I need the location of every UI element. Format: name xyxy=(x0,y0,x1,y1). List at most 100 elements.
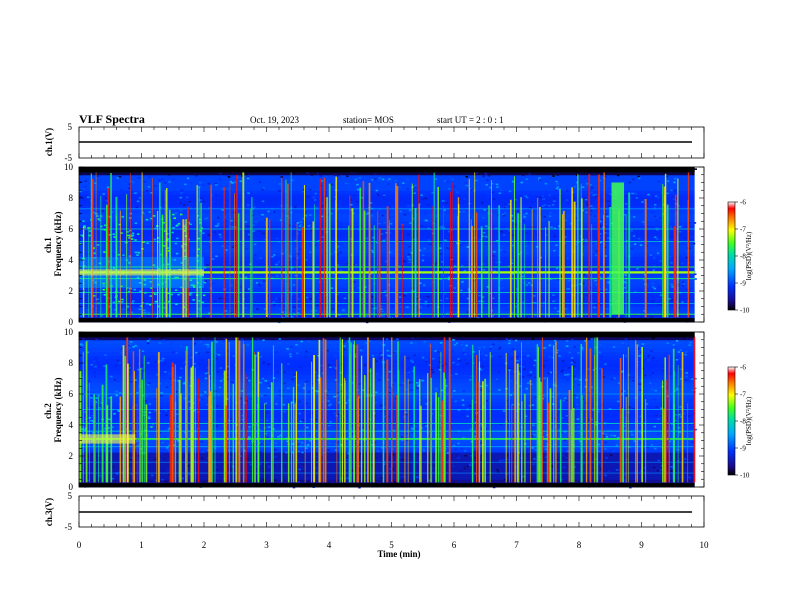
ch1-spectrogram-speckle xyxy=(666,192,669,195)
ch1-spectrogram-speckle xyxy=(369,211,372,213)
ch2-spectrogram-speckle xyxy=(613,377,616,380)
ch2-spectrogram-speckle xyxy=(623,407,627,410)
ch1-spectrogram-ytick-label: 4 xyxy=(69,255,74,265)
ch1-spectrogram-speckle xyxy=(350,171,353,174)
ch2-spectrogram-speckle xyxy=(438,357,442,359)
ch2-spectrogram-speckle xyxy=(463,353,467,355)
ch1-spectrogram-speckle xyxy=(503,207,507,209)
ch2-spectrogram-speckle xyxy=(118,362,122,364)
ch2-spectrogram-speckle xyxy=(206,351,209,354)
ch1-spectrogram-speckle xyxy=(215,255,218,258)
ch2-spectrogram-speckle xyxy=(120,352,123,354)
ch1-spectrogram-speckle xyxy=(504,200,507,202)
ch1-spectrogram-speckle xyxy=(127,234,130,237)
ch1-spectrogram-speckle xyxy=(557,254,561,256)
ch1-spectrogram-ytick-label: 10 xyxy=(64,162,74,172)
ch2-spectrogram-speckle xyxy=(340,390,343,392)
ch2-spectrogram-speckle xyxy=(297,396,300,398)
ch2-spectrogram-speckle xyxy=(604,441,608,444)
ch2-spectrogram-speckle xyxy=(380,446,384,449)
ch1-spectrogram-speckle xyxy=(383,194,386,197)
ch2-spectrogram-speckle xyxy=(406,370,409,372)
ch2-spectrogram-speckle xyxy=(296,352,299,355)
ch1-spectrogram-speckle xyxy=(439,241,443,244)
ch2-spectrogram-speckle xyxy=(497,336,501,339)
ch1-spectrogram-speckle xyxy=(88,230,92,232)
ch2-spectrogram-speckle xyxy=(301,419,304,422)
ch2-spectrogram-speckle xyxy=(512,472,515,475)
ch1-spectrogram-speckle xyxy=(482,216,485,219)
ch2-spectrogram-speckle xyxy=(175,352,179,354)
ch1-spectrogram-speckle xyxy=(309,214,312,216)
ch1-spectrogram-speckle xyxy=(189,279,193,282)
ch1-spectrogram-speckle xyxy=(500,230,503,233)
x-axis-tick-labels: 0 1 2 3 4 5 6 7 8 9 10 xyxy=(77,540,709,550)
ch2-spectrogram-speckle xyxy=(548,344,552,347)
ch2-spectrogram-speckle xyxy=(119,449,123,452)
ch2-spectrogram-speckle xyxy=(411,431,415,433)
ch1-spectrogram-speckle xyxy=(263,308,267,310)
ch2-spectrogram-speckle xyxy=(446,452,449,454)
ch1-spectrogram-speckle xyxy=(298,229,301,231)
ch1-spectrogram-speckle xyxy=(201,274,204,277)
ch2-spectrogram-speckle xyxy=(549,371,553,374)
ch1-spectrogram-speckle xyxy=(555,219,559,222)
ch2-spectrogram-speckle xyxy=(608,429,611,432)
ch2-spectrogram-speckle xyxy=(511,403,514,406)
ch1-spectrogram-speckle xyxy=(569,227,573,229)
ch1-spectrogram-speckle xyxy=(251,214,255,217)
ch1-spectrogram-speckle xyxy=(281,269,285,272)
ch1-spectrogram-speckle xyxy=(531,237,534,240)
ch1-spectrogram-speckle xyxy=(357,287,361,289)
ch2-spectrogram-speckle xyxy=(99,404,103,406)
ch1-spectrogram-speckle xyxy=(244,289,248,292)
ch2-spectrogram-speckle xyxy=(498,355,502,358)
ch1-spectrogram-speckle xyxy=(556,310,560,313)
ch2-spectrogram-speckle xyxy=(257,339,260,341)
ch1-spectrogram-speckle xyxy=(443,209,446,212)
ch1-spectrogram-speckle xyxy=(202,200,206,203)
ch2-spectrogram-speckle xyxy=(311,448,314,451)
ch1-spectrogram-speckle xyxy=(520,181,524,184)
ch1-spectrogram-speckle xyxy=(690,299,693,301)
ch2-spectrogram-speckle xyxy=(113,379,117,381)
ch1-spectrogram-speckle xyxy=(628,181,632,184)
ch1-spectrogram-speckle xyxy=(359,273,363,275)
ch2-spectrogram-speckle xyxy=(183,455,187,457)
ch1-spectrogram-speckle xyxy=(556,261,560,263)
ch1-spectrogram-speckle xyxy=(262,280,266,282)
ch1-spectrogram-speckle xyxy=(660,304,664,306)
ch1-spectrogram-speckle xyxy=(158,179,161,182)
ch2-spectrogram-speckle xyxy=(245,376,249,379)
ch2-spectrogram-speckle xyxy=(132,346,135,348)
ch2-spectrogram-speckle xyxy=(233,478,237,480)
ch1-spectrogram-speckle xyxy=(491,315,494,317)
ch1-waveform-ytick-bottom: -5 xyxy=(65,153,73,163)
ch2-spectrogram-speckle xyxy=(358,465,361,467)
ch1-spectrogram-speckle xyxy=(516,210,520,212)
ch2-spectrogram-speckle xyxy=(682,450,686,452)
ch2-spectrogram-speckle xyxy=(401,439,404,442)
ch2-spectrogram-speckle xyxy=(558,355,561,357)
ch1-spectrogram-speckle xyxy=(288,254,292,257)
ch1-spectrogram-speckle xyxy=(681,281,685,283)
ch2-spectrogram-speckle xyxy=(676,366,679,368)
ch1-spectrogram-speckle xyxy=(646,280,649,283)
ch1-spectrogram-speckle xyxy=(622,281,626,283)
ch1-spectrogram-speckle xyxy=(635,197,639,199)
ch2-spectrogram-speckle xyxy=(81,361,85,364)
ch1-spectrogram-speckle xyxy=(309,303,313,306)
ch1-spectrogram-speckle xyxy=(508,315,512,318)
ch1-spectrogram-speckle xyxy=(667,226,671,229)
ch2-spectrogram-speckle xyxy=(438,432,441,434)
ch2-spectrogram-speckle xyxy=(522,475,525,478)
ch1-spectrogram-speckle xyxy=(381,178,385,181)
ch2-spectrogram-speckle xyxy=(90,419,93,422)
ch1-spectrogram-speckle xyxy=(330,183,334,186)
ch1-spectrogram-speckle xyxy=(554,188,558,191)
ch1-spectrogram-speckle xyxy=(585,201,589,204)
ch2-spectrogram-speckle xyxy=(161,357,165,360)
ch1-spectrogram-speckle xyxy=(391,253,394,255)
ch1-spectrogram-speckle xyxy=(440,260,444,263)
ch2-spectrogram-speckle xyxy=(345,359,348,362)
